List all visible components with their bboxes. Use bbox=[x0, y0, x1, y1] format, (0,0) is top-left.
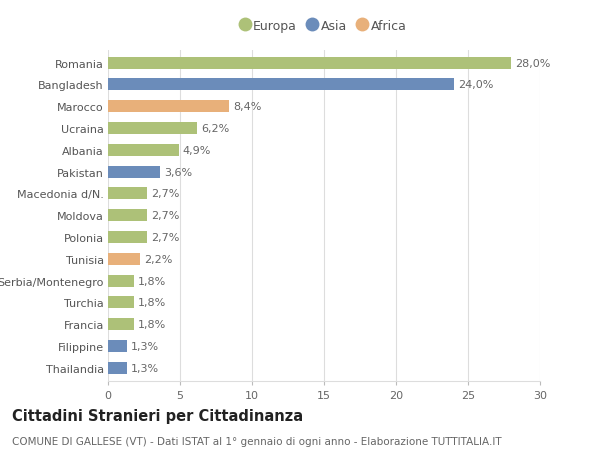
Text: 1,3%: 1,3% bbox=[131, 363, 159, 373]
Bar bbox=[108, 275, 134, 287]
Bar bbox=[108, 297, 134, 308]
Text: 1,8%: 1,8% bbox=[138, 298, 166, 308]
Text: 8,4%: 8,4% bbox=[233, 102, 262, 112]
Text: 3,6%: 3,6% bbox=[164, 167, 192, 177]
Text: 1,8%: 1,8% bbox=[138, 319, 166, 330]
Text: 2,7%: 2,7% bbox=[151, 189, 179, 199]
Legend: Europa, Asia, Africa: Europa, Asia, Africa bbox=[236, 15, 412, 38]
Bar bbox=[108, 101, 229, 113]
Text: 24,0%: 24,0% bbox=[458, 80, 493, 90]
Text: 1,8%: 1,8% bbox=[138, 276, 166, 286]
Bar bbox=[108, 166, 160, 178]
Bar bbox=[108, 188, 147, 200]
Bar bbox=[108, 319, 134, 330]
Text: Cittadini Stranieri per Cittadinanza: Cittadini Stranieri per Cittadinanza bbox=[12, 409, 303, 424]
Bar bbox=[108, 340, 127, 352]
Bar bbox=[108, 362, 127, 374]
Text: 2,7%: 2,7% bbox=[151, 232, 179, 242]
Bar bbox=[108, 231, 147, 243]
Text: 2,2%: 2,2% bbox=[144, 254, 172, 264]
Text: 1,3%: 1,3% bbox=[131, 341, 159, 351]
Text: 4,9%: 4,9% bbox=[183, 146, 211, 156]
Bar bbox=[108, 123, 197, 135]
Bar bbox=[108, 79, 454, 91]
Text: 2,7%: 2,7% bbox=[151, 211, 179, 221]
Bar bbox=[108, 145, 179, 157]
Text: 28,0%: 28,0% bbox=[515, 59, 551, 68]
Bar bbox=[108, 57, 511, 69]
Text: 6,2%: 6,2% bbox=[202, 124, 230, 134]
Text: COMUNE DI GALLESE (VT) - Dati ISTAT al 1° gennaio di ogni anno - Elaborazione TU: COMUNE DI GALLESE (VT) - Dati ISTAT al 1… bbox=[12, 436, 502, 446]
Bar bbox=[108, 210, 147, 222]
Bar bbox=[108, 253, 140, 265]
